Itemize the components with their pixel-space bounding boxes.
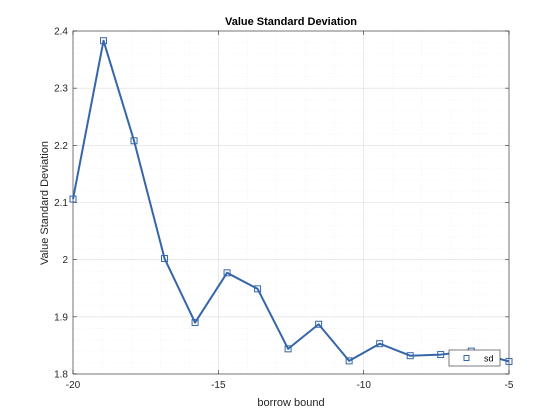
legend-marker-square [463, 355, 470, 361]
x-axis-label: borrow bound [257, 397, 324, 409]
data-point-marker [505, 357, 513, 365]
x-axis: -20 -15 -10 -5 [66, 31, 514, 391]
y-tick-label: 1.9 [54, 312, 68, 323]
y-tick-label: 2.4 [54, 27, 68, 38]
series-line-sd [72, 39, 510, 363]
y-tick-label: 2.3 [54, 84, 68, 95]
x-tick-label: -20 [66, 380, 81, 391]
data-point-marker [191, 319, 199, 327]
data-point-marker [437, 351, 445, 359]
y-tick-label: 2 [62, 255, 68, 266]
data-point-marker [161, 255, 169, 263]
data-point-marker [345, 357, 353, 365]
data-point-marker [406, 352, 414, 360]
chart-title: Value Standard Deviation [225, 16, 357, 28]
legend-entry-label: sd [484, 354, 494, 364]
data-point-marker [69, 195, 77, 203]
data-point-marker [130, 137, 138, 145]
data-point-marker [254, 285, 262, 293]
legend-box [448, 349, 501, 367]
x-tick-label: -15 [211, 380, 226, 391]
y-tick-label: 2.2 [54, 141, 68, 152]
data-point-marker [315, 320, 323, 328]
data-point-marker [284, 345, 292, 353]
y-axis-label: Value Standard Deviation [39, 141, 51, 265]
data-point-marker [223, 269, 231, 277]
x-tick-label: -5 [505, 380, 514, 391]
data-point-marker [100, 37, 108, 45]
y-tick-label: 1.8 [54, 370, 68, 381]
x-tick-label: -10 [356, 380, 371, 391]
data-point-marker [376, 340, 384, 348]
legend: sd [448, 349, 501, 367]
y-tick-label: 2.1 [54, 198, 68, 209]
